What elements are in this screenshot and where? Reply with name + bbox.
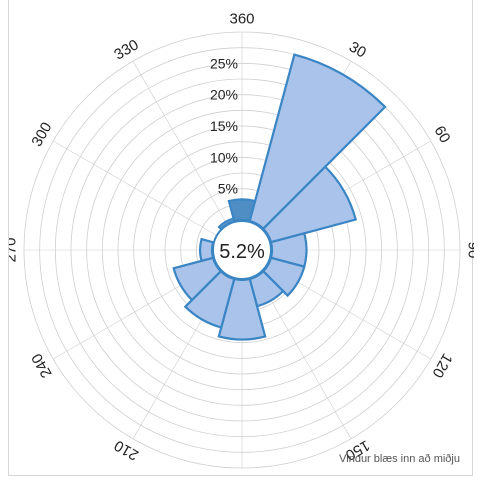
center-label: 5.2% [219, 241, 265, 263]
wind-rose-chart: 5.2% 5%10%15%20%25% 36030609012015018021… [9, 11, 475, 477]
direction-label: 120 [428, 350, 455, 380]
direction-label: 360 [229, 11, 254, 28]
center-disc [212, 220, 272, 280]
direction-label: 90 [465, 242, 475, 259]
grid-spoke [132, 61, 228, 225]
chart-frame: 5.2% 5%10%15%20%25% 36030609012015018021… [8, 0, 475, 477]
direction-label: 270 [9, 237, 20, 262]
grid-spoke [53, 140, 217, 236]
radial-tick-label: 20% [210, 87, 238, 103]
sectors [172, 53, 387, 341]
radial-tick-label: 25% [210, 55, 238, 71]
direction-label: 30 [346, 38, 369, 61]
direction-label: 300 [28, 119, 55, 149]
sector-270 [199, 237, 215, 263]
footnote: Vindur blæs inn að miðju [339, 453, 460, 465]
radial-tick-label: 15% [210, 118, 238, 134]
radial-tick-label: 10% [210, 149, 238, 165]
direction-label: 180 [229, 473, 254, 477]
direction-label: 210 [111, 436, 141, 463]
grid-spoke [256, 275, 352, 439]
direction-label: 330 [111, 36, 141, 63]
radial-tick-labels: 5% 10% 15% 20% 25% [210, 55, 238, 196]
center-circle: 5.2% [212, 220, 272, 280]
radial-tick-label: 5% [218, 181, 238, 197]
direction-label: 240 [28, 350, 55, 380]
direction-label: 60 [431, 123, 454, 146]
